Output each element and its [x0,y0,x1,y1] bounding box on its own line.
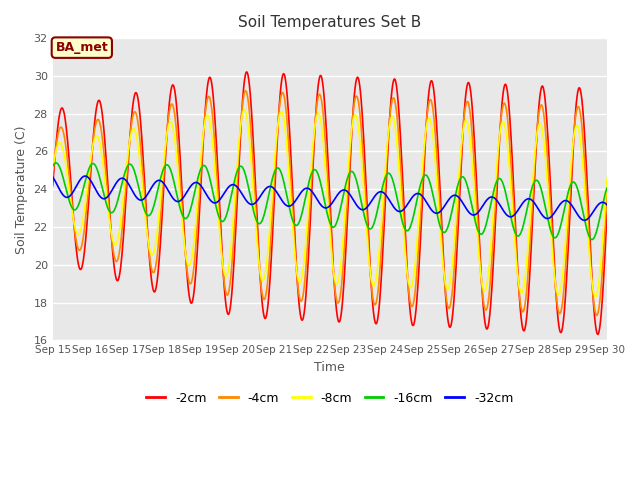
-2cm [49,182,56,188]
-2cm [159,207,166,213]
-8cm [603,176,611,182]
-8cm [49,167,56,172]
-4cm [49,172,56,178]
-32cm [489,194,497,200]
-32cm [234,185,242,191]
-2cm [417,242,424,248]
-16cm [159,168,166,174]
Line: -8cm: -8cm [52,109,607,297]
-2cm [594,332,602,337]
-4cm [593,312,600,318]
Text: BA_met: BA_met [56,41,108,54]
-32cm [49,174,56,180]
Line: -16cm: -16cm [52,163,607,240]
-8cm [591,294,599,300]
-16cm [588,237,596,242]
-32cm [159,180,166,185]
Line: -32cm: -32cm [52,176,607,220]
-16cm [173,190,180,195]
-8cm [489,221,497,227]
Line: -4cm: -4cm [52,91,607,315]
X-axis label: Time: Time [314,361,345,374]
-4cm [242,88,250,94]
-16cm [234,166,242,171]
-32cm [173,198,180,204]
-4cm [489,246,497,252]
-16cm [52,160,60,166]
-4cm [172,122,180,128]
-32cm [580,217,588,223]
-16cm [538,188,545,193]
Title: Soil Temperatures Set B: Soil Temperatures Set B [238,15,422,30]
-2cm [243,69,251,75]
-2cm [538,84,545,90]
-4cm [603,191,611,196]
-8cm [538,124,545,130]
-16cm [489,192,497,198]
-32cm [538,211,545,217]
-32cm [603,202,611,208]
-16cm [603,185,611,191]
-8cm [417,196,424,202]
-32cm [81,173,89,179]
Legend: -2cm, -4cm, -8cm, -16cm, -32cm: -2cm, -4cm, -8cm, -16cm, -32cm [141,387,518,410]
-4cm [538,102,545,108]
Y-axis label: Soil Temperature (C): Soil Temperature (C) [15,125,28,253]
-16cm [417,183,424,189]
-2cm [603,209,611,215]
-4cm [159,188,166,194]
-2cm [234,181,242,187]
-2cm [489,273,497,279]
-8cm [234,152,242,157]
-8cm [240,107,248,112]
-32cm [417,192,424,197]
-8cm [172,147,180,153]
-8cm [159,173,166,179]
Line: -2cm: -2cm [52,72,607,335]
-2cm [172,96,180,102]
-4cm [417,217,424,223]
-4cm [234,164,242,170]
-16cm [49,164,56,169]
